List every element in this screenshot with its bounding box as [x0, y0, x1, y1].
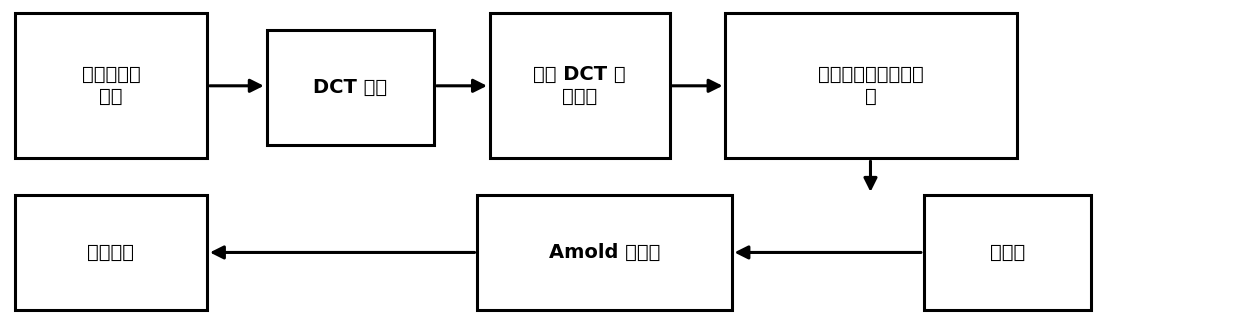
Text: 秘密图像: 秘密图像 [88, 243, 134, 262]
Text: DCT 变换: DCT 变换 [314, 78, 387, 97]
FancyBboxPatch shape [477, 195, 732, 310]
FancyBboxPatch shape [490, 13, 670, 158]
Text: Amold 反置换: Amold 反置换 [549, 243, 660, 262]
FancyBboxPatch shape [15, 195, 207, 310]
Text: 反调制: 反调制 [990, 243, 1025, 262]
Text: 含秘密信息
图像: 含秘密信息 图像 [82, 65, 140, 106]
FancyBboxPatch shape [924, 195, 1091, 310]
FancyBboxPatch shape [267, 30, 434, 145]
FancyBboxPatch shape [15, 13, 207, 158]
FancyBboxPatch shape [725, 13, 1017, 158]
Text: 选择 DCT 提
取系数: 选择 DCT 提 取系数 [533, 65, 626, 106]
Text: 提取秘密信息重构图
像: 提取秘密信息重构图 像 [818, 65, 924, 106]
